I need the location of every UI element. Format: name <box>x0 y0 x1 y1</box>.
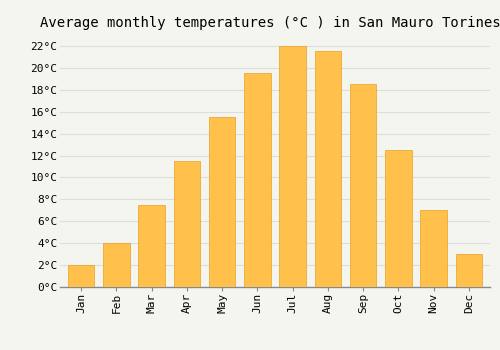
Bar <box>244 74 270 287</box>
Bar <box>103 243 130 287</box>
Bar <box>280 46 306 287</box>
Bar <box>138 205 165 287</box>
Bar <box>350 84 376 287</box>
Bar <box>174 161 200 287</box>
Bar <box>385 150 411 287</box>
Bar <box>68 265 94 287</box>
Bar <box>420 210 447 287</box>
Bar <box>314 51 341 287</box>
Title: Average monthly temperatures (°C ) in San Mauro Torinese: Average monthly temperatures (°C ) in Sa… <box>40 16 500 30</box>
Bar <box>456 254 482 287</box>
Bar <box>209 117 236 287</box>
